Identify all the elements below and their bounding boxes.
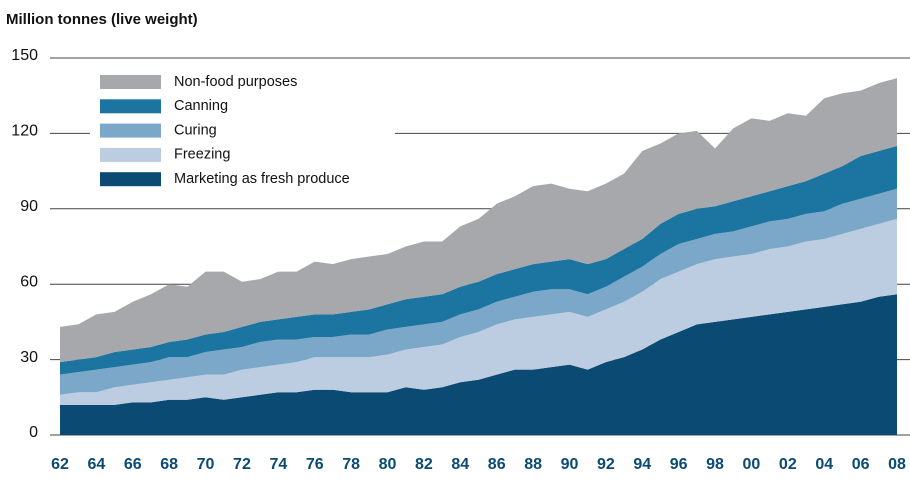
- x-tick-label: 76: [306, 456, 324, 473]
- x-tick-label: 94: [633, 456, 651, 473]
- areas: [60, 78, 897, 435]
- x-tick-label: 74: [269, 456, 287, 473]
- x-tick-label: 96: [670, 456, 688, 473]
- chart-title: Million tonnes (live weight): [6, 11, 198, 28]
- x-tick-label: 66: [124, 456, 142, 473]
- x-tick-label: 90: [561, 456, 579, 473]
- area: [60, 188, 897, 395]
- y-tick-label: 150: [11, 47, 38, 64]
- y-tick-label: 90: [20, 198, 38, 215]
- area: [60, 78, 897, 363]
- y-tick-label: 0: [29, 424, 38, 441]
- area: [60, 294, 897, 435]
- legend: Non-food purposes Canning Curing Freezing Ma…: [90, 68, 395, 193]
- y-tick-label: 60: [20, 273, 38, 290]
- x-tick-label: 88: [524, 456, 542, 473]
- x-tick-label: 06: [852, 456, 870, 473]
- legend-label: Marketing as fresh produce: [174, 171, 350, 187]
- x-tick-label: 98: [706, 456, 724, 473]
- axes: 0 30 60 90 120 150 62 64 66 68 70 72 74 76 78 80 82 84 86 8…: [11, 47, 906, 473]
- legend-label: Freezing: [174, 147, 230, 163]
- legend-swatch: [100, 123, 161, 138]
- legend-swatch: [100, 99, 161, 114]
- x-tick-label: 62: [51, 456, 69, 473]
- y-tick-label: 30: [20, 349, 38, 366]
- x-tick-label: 00: [743, 456, 761, 473]
- x-tick-label: 72: [233, 456, 251, 473]
- y-tick-label: 120: [11, 123, 38, 140]
- x-tick-label: 80: [379, 456, 397, 473]
- legend-swatch: [100, 147, 161, 162]
- legend-label: Non-food purposes: [174, 74, 297, 90]
- x-tick-label: 78: [342, 456, 360, 473]
- area: [60, 218, 897, 405]
- x-tick-label: 64: [87, 456, 105, 473]
- legend-swatch: [100, 172, 161, 187]
- x-tick-label: 02: [779, 456, 797, 473]
- legend-label: Canning: [174, 98, 228, 114]
- x-tick-label: 92: [597, 456, 615, 473]
- x-tick-label: 86: [488, 456, 506, 473]
- legend-swatch: [100, 75, 161, 89]
- area: [60, 145, 897, 375]
- x-tick-label: 04: [815, 456, 833, 473]
- x-tick-label: 70: [197, 456, 215, 473]
- x-tick-label: 08: [888, 456, 906, 473]
- x-tick-label: 84: [451, 456, 469, 473]
- x-tick-label: 82: [415, 456, 433, 473]
- x-tick-label: 68: [160, 456, 178, 473]
- legend-label: Curing: [174, 122, 217, 138]
